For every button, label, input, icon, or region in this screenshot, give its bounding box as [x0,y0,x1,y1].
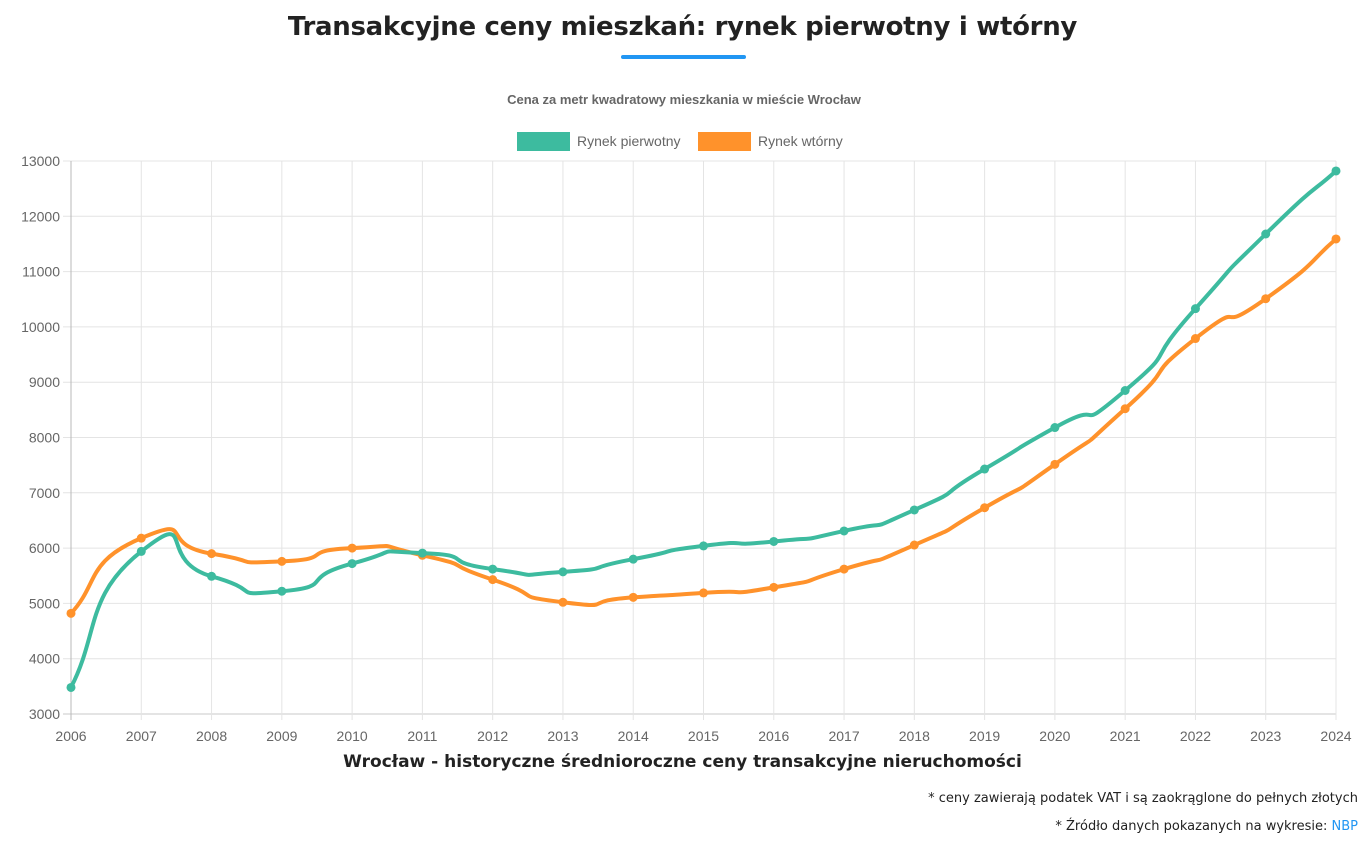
legend-item-pierwotny[interactable]: Rynek pierwotny [517,132,681,151]
data-point[interactable] [980,464,990,474]
data-point[interactable] [1050,423,1060,433]
legend-label: Rynek pierwotny [577,133,681,149]
y-tick-label: 8000 [29,430,60,446]
x-tick-label: 2008 [196,728,227,744]
data-point[interactable] [699,588,708,598]
data-point[interactable] [909,540,919,550]
data-point[interactable] [488,564,498,574]
nbp-link[interactable]: NBP [1331,819,1358,834]
y-tick-label: 12000 [21,208,60,224]
x-tick-label: 2018 [899,728,930,744]
data-point[interactable] [699,541,708,551]
data-point[interactable] [488,575,498,585]
x-tick-label: 2010 [337,728,368,744]
x-tick-label: 2021 [1110,728,1141,744]
data-point[interactable] [66,608,76,618]
data-point[interactable] [839,526,849,536]
data-point[interactable] [347,543,357,553]
y-tick-label: 5000 [29,595,60,611]
data-point[interactable] [909,505,919,515]
source-note: * Źródło danych pokazanych na wykresie: … [1055,819,1358,834]
x-tick-label: 2015 [688,728,719,744]
data-point[interactable] [347,559,357,569]
y-tick-label: 11000 [22,264,60,280]
legend-swatch [517,132,570,151]
data-point[interactable] [1331,166,1341,176]
y-tick-label: 10000 [21,319,60,335]
data-point[interactable] [1050,459,1060,469]
x-tick-label: 2014 [618,728,649,744]
price-line-chart: Cena za metr kwadratowy mieszkania w mie… [21,92,1352,744]
x-tick-label: 2009 [266,728,297,744]
y-tick-label: 6000 [29,540,60,556]
x-tick-label: 2012 [477,728,508,744]
x-tick-label: 2013 [547,728,578,744]
legend-swatch [698,132,751,151]
x-tick-label: 2020 [1039,728,1070,744]
data-point[interactable] [277,586,287,596]
data-point[interactable] [1261,229,1271,239]
y-tick-label: 13000 [21,153,60,169]
data-point[interactable] [1120,404,1130,414]
data-point[interactable] [66,682,76,692]
vat-note: * ceny zawierają podatek VAT i są zaokrą… [928,791,1358,806]
chart-grid [63,160,1337,720]
data-point[interactable] [207,571,217,581]
data-point[interactable] [136,546,146,556]
y-axis-ticks: 3000 4000 5000 6000 7000 8000 9000 10000 11000 12… [21,153,60,722]
y-tick-label: 9000 [29,374,60,390]
y-tick-label: 7000 [29,485,60,501]
series-rynek-wtorny [66,234,1341,618]
source-note-text: * Źródło danych pokazanych na wykresie: [1055,819,1328,834]
x-tick-label: 2023 [1250,728,1281,744]
y-tick-label: 3000 [29,706,60,722]
chart-legend: Rynek pierwotny Rynek wtórny [517,132,843,151]
x-axis-ticks: 2006 2007 2008 2009 2010 2011 2012 2013 2014 2015… [55,728,1351,744]
x-tick-label: 2019 [969,728,1000,744]
x-tick-label: 2006 [55,728,86,744]
data-point[interactable] [980,503,990,513]
data-point[interactable] [558,597,568,607]
data-point[interactable] [769,536,779,546]
x-tick-label: 2022 [1180,728,1211,744]
legend-item-wtorny[interactable]: Rynek wtórny [698,132,843,151]
data-point[interactable] [628,554,638,564]
chart-subtitle: Cena za metr kwadratowy mieszkania w mie… [507,92,862,107]
data-point[interactable] [1331,234,1341,244]
page-title: Transakcyjne ceny mieszkań: rynek pierwo… [287,12,1078,42]
data-point[interactable] [628,592,638,602]
x-tick-label: 2024 [1320,728,1351,744]
data-point[interactable] [1190,334,1200,344]
data-point[interactable] [1120,385,1130,395]
x-tick-label: 2007 [126,728,157,744]
data-point[interactable] [769,582,779,592]
x-tick-label: 2011 [407,728,437,744]
y-tick-label: 4000 [29,651,60,667]
data-point[interactable] [417,548,427,558]
data-point[interactable] [1261,294,1271,304]
data-point[interactable] [277,556,287,566]
title-underline [621,55,746,59]
data-point[interactable] [136,533,146,543]
x-tick-label: 2016 [758,728,789,744]
data-point[interactable] [558,567,568,577]
chart-series [66,166,1341,692]
data-point[interactable] [839,564,849,574]
x-axis-title: Wrocław - historyczne średnioroczne ceny… [343,752,1022,772]
data-point[interactable] [207,549,217,559]
data-point[interactable] [1190,304,1200,314]
legend-label: Rynek wtórny [758,133,843,149]
series-rynek-pierwotny [66,166,1341,692]
x-tick-label: 2017 [828,728,859,744]
